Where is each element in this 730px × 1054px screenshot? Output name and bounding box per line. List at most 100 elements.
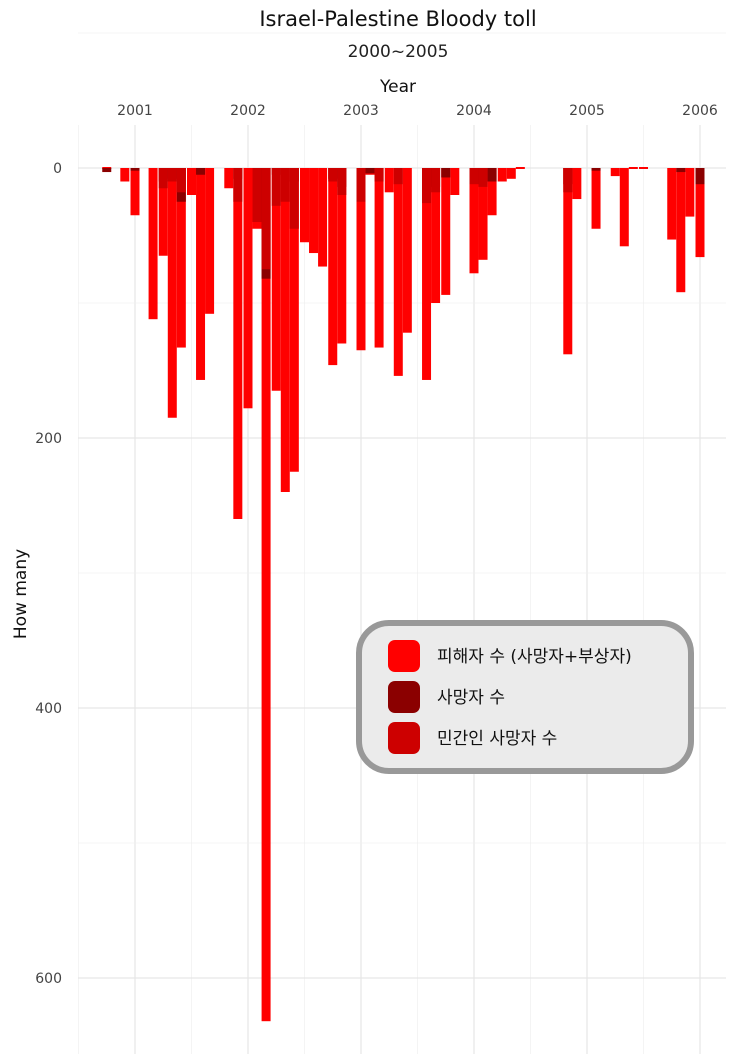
- bar-casualties: [328, 168, 338, 366]
- bar-civilian-deaths: [271, 168, 281, 206]
- bar-civilian-deaths: [176, 168, 186, 193]
- bar-casualties: [441, 168, 451, 295]
- x-tick-label: 2006: [682, 103, 718, 119]
- bar-casualties: [374, 168, 384, 348]
- bar-casualties: [309, 168, 319, 254]
- bar-civilian-deaths: [478, 168, 488, 187]
- chart-subtitle: 2000~2005: [348, 42, 449, 62]
- bar-casualties: [506, 168, 516, 179]
- bar-casualties: [261, 168, 271, 1022]
- bar-casualties: [384, 168, 394, 193]
- bar-deaths: [102, 168, 112, 173]
- chart-title: Israel-Palestine Bloody toll: [259, 7, 536, 31]
- bar-casualties: [196, 168, 206, 380]
- legend-key-deaths: [388, 681, 420, 713]
- bar-civilian-deaths: [469, 168, 479, 185]
- legend-label-deaths: 사망자 수: [437, 688, 505, 708]
- bar-casualties: [478, 168, 488, 260]
- bar-deaths: [487, 168, 497, 182]
- bar-casualties: [469, 168, 479, 274]
- bar-casualties: [356, 168, 366, 351]
- x-tick-label: 2005: [569, 103, 605, 119]
- bar-casualties: [148, 168, 158, 320]
- bar-casualties: [572, 168, 582, 200]
- x-tick-label: 2004: [456, 103, 492, 119]
- bar-civilian-deaths: [167, 168, 177, 182]
- y-tick-label: 600: [35, 971, 62, 987]
- bar-civilian-deaths: [261, 168, 271, 270]
- bar-casualties: [685, 168, 695, 217]
- bar-casualties: [450, 168, 460, 195]
- bar-casualties: [431, 168, 441, 303]
- bar-deaths: [130, 168, 140, 171]
- bars: [102, 167, 705, 1022]
- x-tick-label: 2002: [230, 103, 266, 119]
- bar-casualties: [120, 168, 130, 182]
- bar-casualties: [422, 168, 432, 380]
- bar-civilian-deaths: [563, 168, 573, 193]
- bar-casualties: [280, 168, 290, 492]
- bar-casualties: [639, 167, 648, 169]
- bar-casualties: [676, 168, 686, 293]
- bar-casualties: [224, 168, 234, 189]
- bar-civilian-deaths: [337, 168, 347, 195]
- x-tick-label: 2003: [343, 103, 379, 119]
- bar-casualties: [628, 167, 638, 169]
- bar-civilian-deaths: [422, 168, 432, 204]
- bar-casualties: [187, 168, 196, 195]
- bar-casualties: [158, 168, 168, 256]
- bar-deaths: [441, 168, 451, 178]
- legend-label-casualties: 피해자 수 (사망자+부상자): [437, 647, 632, 667]
- bar-casualties: [487, 168, 497, 216]
- bar-casualties: [337, 168, 347, 344]
- bar-civilian-deaths: [252, 168, 262, 222]
- legend-key-casualties: [388, 640, 420, 672]
- y-tick-label: 200: [35, 431, 62, 447]
- bar-civilian-deaths: [374, 168, 384, 182]
- bar-casualties: [300, 168, 309, 243]
- bar-casualties: [318, 168, 328, 267]
- y-tick-label: 0: [53, 161, 62, 177]
- bar-casualties: [497, 168, 507, 182]
- bar-casualties: [243, 168, 253, 409]
- y-axis-title: How many: [11, 549, 31, 639]
- bar-casualties: [563, 168, 573, 355]
- legend-label-civilian-deaths: 민간인 사망자 수: [437, 729, 557, 749]
- legend: 피해자 수 (사망자+부상자) 사망자 수 민간인 사망자 수: [356, 620, 694, 774]
- bar-deaths: [676, 168, 686, 173]
- bar-casualties: [289, 168, 299, 472]
- bar-casualties: [233, 168, 243, 519]
- bar-civilian-deaths: [158, 168, 168, 189]
- bar-casualties: [610, 168, 620, 177]
- bar-deaths: [695, 168, 705, 185]
- bar-civilian-deaths: [328, 168, 338, 182]
- bar-deaths: [365, 168, 375, 174]
- bar-casualties: [515, 167, 525, 169]
- legend-key-civilian-deaths: [388, 722, 420, 754]
- y-tick-labels: 0 200 400 600: [35, 161, 62, 987]
- x-tick-labels: 2001 2002 2003 2004 2005 2006: [117, 103, 718, 119]
- bar-casualties: [167, 168, 177, 418]
- bar-civilian-deaths: [431, 168, 441, 193]
- bar-civilian-deaths: [233, 168, 243, 202]
- bar-civilian-deaths: [280, 168, 290, 202]
- bar-casualties: [695, 168, 705, 258]
- bar-casualties: [619, 168, 629, 247]
- bar-civilian-deaths: [356, 168, 366, 202]
- bar-deaths: [591, 168, 601, 171]
- bar-casualties: [402, 168, 412, 333]
- bar-casualties: [393, 168, 403, 376]
- bar-casualties: [176, 168, 186, 348]
- bar-casualties: [667, 168, 677, 240]
- x-axis-title: Year: [379, 77, 416, 97]
- bar-casualties: [271, 168, 281, 391]
- bar-deaths: [196, 168, 206, 175]
- bar-casualties: [205, 168, 215, 314]
- x-tick-label: 2001: [117, 103, 153, 119]
- bar-casualties: [591, 168, 601, 229]
- legend-box: [356, 620, 694, 774]
- bar-civilian-deaths: [289, 168, 299, 229]
- bar-casualties: [130, 168, 140, 216]
- y-tick-label: 400: [35, 701, 62, 717]
